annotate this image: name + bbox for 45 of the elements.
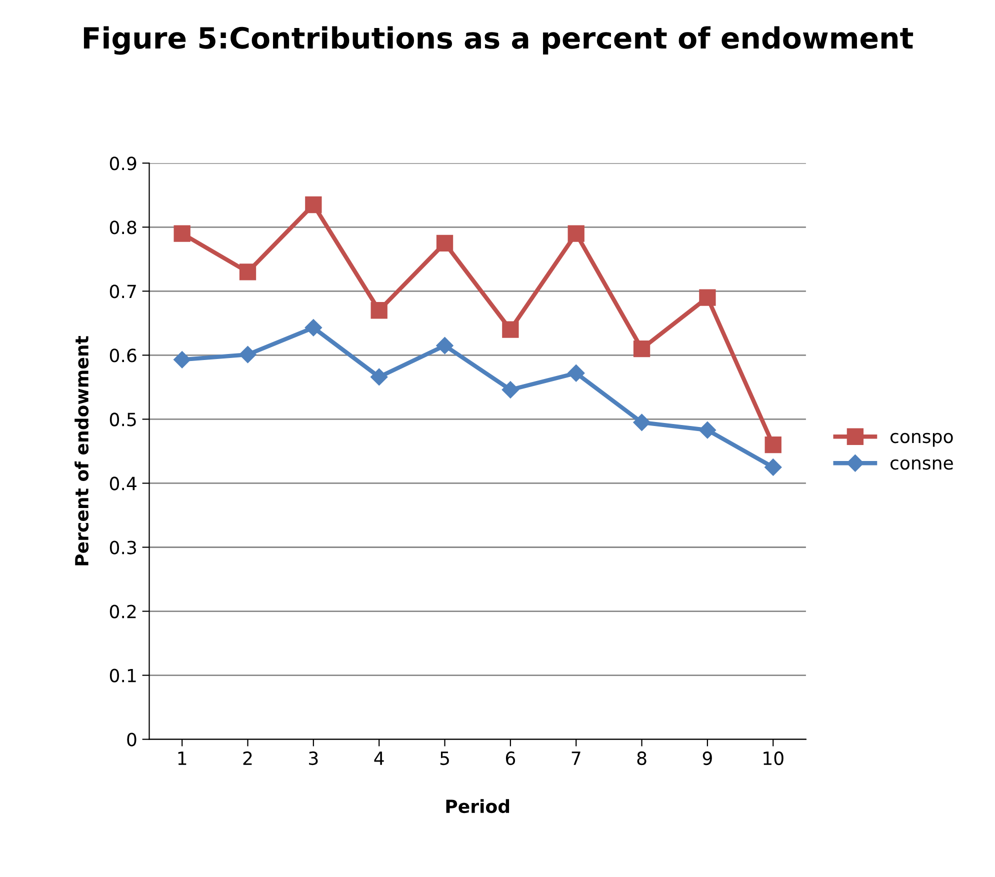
point bbox=[174, 351, 191, 368]
point bbox=[370, 302, 388, 319]
x-tick-label: 3 bbox=[309, 751, 318, 766]
x-tick-label: 8 bbox=[637, 751, 646, 766]
point bbox=[305, 196, 322, 214]
y-tick-label: 0.4 bbox=[110, 476, 136, 490]
chart-title: Figure 5:Contributions as a percent of endowment bbox=[84, 26, 914, 55]
y-tick-label: 0.6 bbox=[110, 348, 136, 362]
x-tick-label: 7 bbox=[572, 752, 580, 765]
y-tick-label: 0.9 bbox=[110, 156, 136, 170]
point bbox=[633, 340, 650, 358]
point bbox=[370, 368, 388, 386]
point bbox=[698, 422, 716, 439]
point bbox=[239, 264, 256, 280]
point bbox=[568, 364, 585, 382]
point bbox=[633, 414, 650, 431]
y-axis-title: Percent of endowment bbox=[74, 336, 89, 566]
point bbox=[436, 337, 454, 354]
point bbox=[502, 321, 519, 338]
x-tick-label: 10 bbox=[764, 751, 784, 766]
point bbox=[174, 225, 190, 242]
point bbox=[568, 225, 584, 242]
x-axis-title: Period bbox=[446, 799, 510, 814]
legend-label: consne bbox=[890, 459, 953, 470]
x-tick-label: 1 bbox=[178, 752, 186, 765]
y-tick-label: 0.8 bbox=[110, 220, 136, 234]
point bbox=[436, 234, 454, 252]
x-tick-label: 4 bbox=[374, 752, 384, 765]
y-tick-label: 0.7 bbox=[110, 284, 136, 298]
x-tick-label: 5 bbox=[440, 752, 449, 766]
point bbox=[764, 436, 782, 454]
point bbox=[764, 458, 782, 476]
point bbox=[699, 289, 716, 306]
point bbox=[239, 346, 256, 364]
y-tick-label: 0.2 bbox=[110, 604, 136, 618]
x-tick-label: 6 bbox=[506, 751, 516, 766]
x-tick-label: 2 bbox=[243, 751, 252, 765]
y-tick-label: 0.3 bbox=[110, 540, 136, 554]
point bbox=[502, 381, 519, 398]
point bbox=[304, 319, 322, 336]
y-tick-label: 0.5 bbox=[110, 412, 136, 426]
x-tick-label: 9 bbox=[702, 751, 712, 766]
y-tick-label: 0.1 bbox=[110, 668, 136, 682]
y-tick-label: 0 bbox=[127, 732, 136, 746]
legend-label: conspo bbox=[890, 432, 953, 447]
